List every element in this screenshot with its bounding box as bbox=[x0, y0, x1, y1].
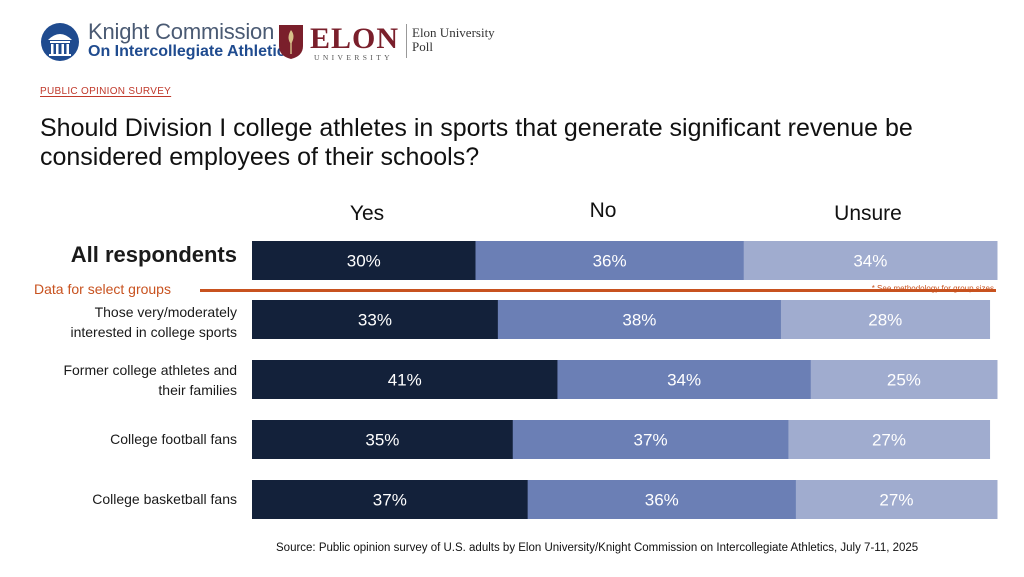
elon-poll-line1: Elon University bbox=[412, 25, 495, 40]
bar-yes-row-2 bbox=[252, 360, 558, 399]
bar-no-row-0 bbox=[475, 241, 745, 280]
bar-yes-row-3 bbox=[252, 420, 514, 459]
bar-unsure-row-0 bbox=[743, 241, 998, 280]
row-label-line: College basketball fans bbox=[92, 491, 237, 507]
bar-unsure-row-1 bbox=[780, 300, 991, 339]
data-label-no-row-0: 36% bbox=[593, 252, 627, 271]
knight-commission-subtitle: On Intercollegiate Athletics bbox=[88, 43, 295, 60]
knight-commission-logo-icon bbox=[41, 23, 79, 61]
row-label-basketball-fans: College basketball fans bbox=[92, 489, 237, 509]
row-label-line: Those very/moderately bbox=[94, 304, 237, 320]
bar-unsure-row-4 bbox=[795, 480, 998, 519]
row-label-line: All respondents bbox=[70, 242, 237, 267]
data-label-unsure-row-3: 27% bbox=[872, 431, 906, 450]
bar-unsure-row-3 bbox=[788, 420, 991, 459]
row-label-line: their families bbox=[158, 382, 237, 398]
chart-title: Should Division I college athletes in sp… bbox=[40, 114, 913, 171]
row-label-line: College football fans bbox=[110, 431, 237, 447]
data-label-yes-row-0: 30% bbox=[347, 252, 381, 271]
data-label-no-row-3: 37% bbox=[634, 431, 668, 450]
legend-yes: Yes bbox=[349, 202, 385, 225]
elon-wordmark: ELON bbox=[310, 22, 400, 55]
bar-yes-row-1 bbox=[252, 300, 499, 339]
legend-no: No bbox=[589, 199, 617, 222]
data-label-yes-row-4: 37% bbox=[373, 491, 407, 510]
row-label-line: Former college athletes and bbox=[63, 362, 237, 378]
survey-label: PUBLIC OPINION SURVEY bbox=[40, 86, 172, 97]
elon-shield-icon bbox=[279, 25, 303, 59]
legend-unsure: Unsure bbox=[834, 202, 902, 225]
bar-yes-row-0 bbox=[252, 241, 476, 280]
bar-unsure-row-2 bbox=[810, 360, 998, 399]
bar-no-row-2 bbox=[557, 360, 812, 399]
elon-poll-line2: Poll bbox=[412, 39, 433, 54]
data-label-unsure-row-2: 25% bbox=[887, 371, 921, 390]
data-label-unsure-row-4: 27% bbox=[879, 491, 913, 510]
data-label-no-row-4: 36% bbox=[645, 491, 679, 510]
knight-commission-name: Knight Commission bbox=[88, 19, 275, 44]
source-note: Source: Public opinion survey of U.S. ad… bbox=[276, 542, 919, 554]
elon-university-label: UNIVERSITY bbox=[314, 53, 393, 62]
row-label-football-fans: College football fans bbox=[110, 429, 237, 449]
data-label-unsure-row-1: 28% bbox=[868, 311, 902, 330]
select-groups-label: Data for select groups bbox=[34, 281, 171, 297]
data-label-yes-row-3: 35% bbox=[365, 431, 399, 450]
data-label-yes-row-1: 33% bbox=[358, 311, 392, 330]
row-label-interested: Those very/moderately interested in coll… bbox=[70, 302, 237, 342]
row-label-all-respondents: All respondents bbox=[70, 242, 237, 267]
row-label-former-athletes: Former college athletes and their famili… bbox=[63, 360, 237, 400]
logo-divider bbox=[406, 24, 407, 58]
bar-no-row-3 bbox=[512, 420, 789, 459]
row-label-line: interested in college sports bbox=[70, 324, 237, 340]
data-label-no-row-1: 38% bbox=[622, 311, 656, 330]
bar-no-row-1 bbox=[497, 300, 782, 339]
bar-no-row-4 bbox=[527, 480, 797, 519]
data-label-no-row-2: 34% bbox=[667, 371, 701, 390]
bar-yes-row-4 bbox=[252, 480, 529, 519]
select-groups-divider bbox=[200, 289, 996, 292]
data-label-yes-row-2: 41% bbox=[388, 371, 422, 390]
data-label-unsure-row-0: 34% bbox=[853, 252, 887, 271]
methodology-note: * See methodology for group sizes bbox=[871, 284, 994, 293]
